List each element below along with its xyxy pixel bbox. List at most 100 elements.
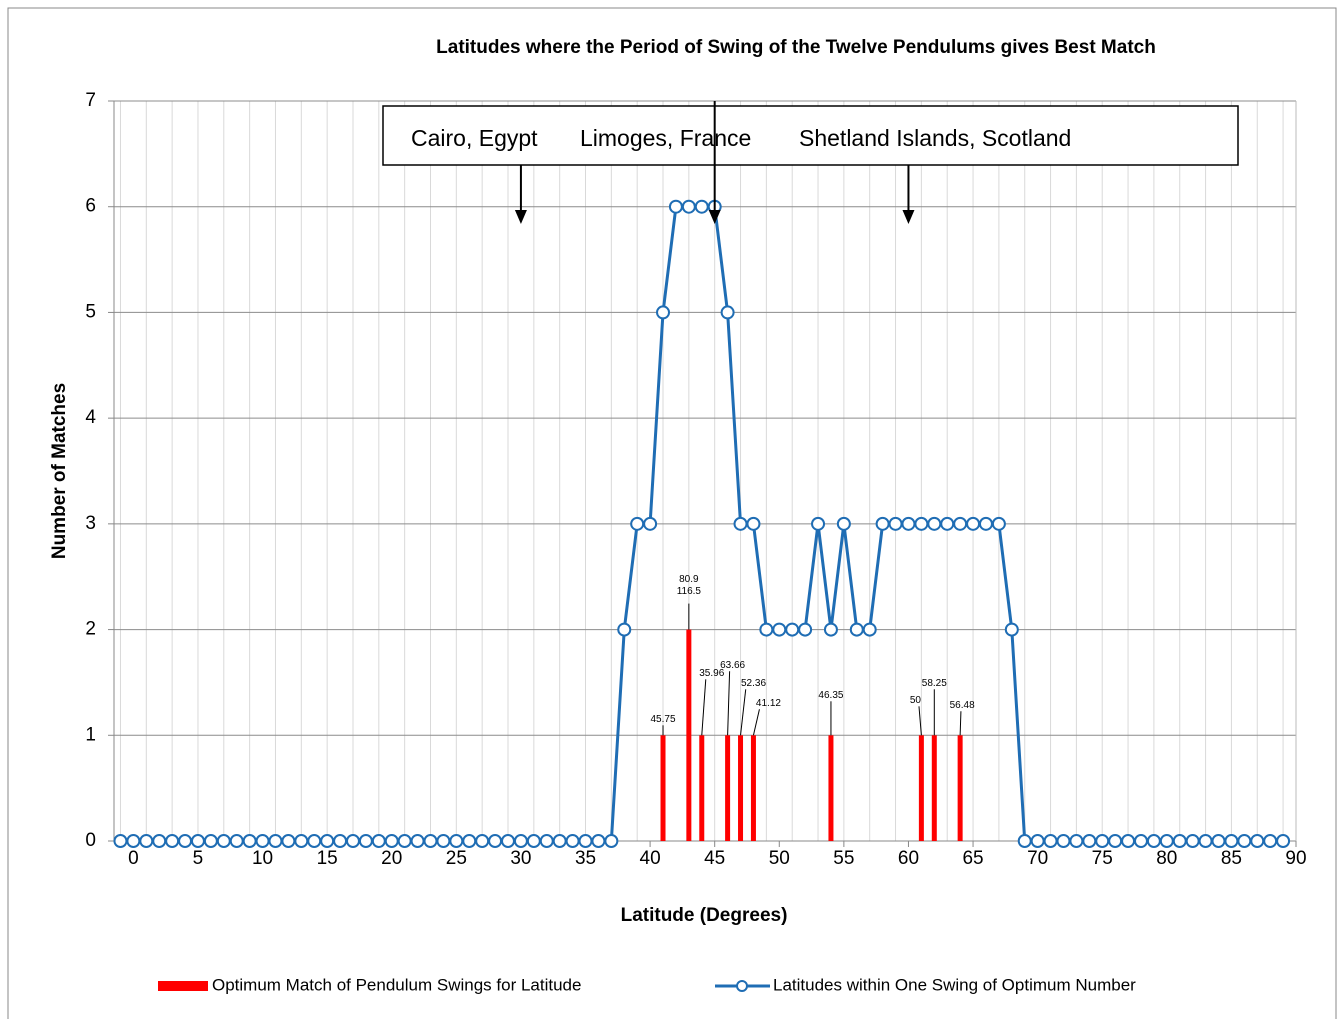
marker <box>604 834 619 848</box>
bar-label: 56.48 <box>950 700 975 711</box>
marker <box>914 516 929 531</box>
marker <box>410 834 425 848</box>
marker <box>397 834 412 848</box>
marker <box>345 834 360 848</box>
legend-swatch <box>158 981 208 991</box>
marker <box>358 834 373 848</box>
marker <box>139 834 154 848</box>
annotation-text: Shetland Islands, Scotland <box>799 125 1071 151</box>
marker <box>384 834 399 848</box>
bar <box>699 735 705 841</box>
y-tick-label: 7 <box>85 90 96 111</box>
bar <box>918 735 924 841</box>
marker <box>1211 834 1226 848</box>
label-leader <box>701 679 707 736</box>
x-tick-label: 60 <box>898 848 919 869</box>
x-tick-label: 45 <box>704 848 725 869</box>
marker <box>178 834 193 848</box>
marker <box>462 834 477 848</box>
arrow-head <box>708 210 721 224</box>
marker <box>436 834 451 848</box>
marker <box>255 834 270 848</box>
bar-label: 45.75 <box>651 714 676 725</box>
marker <box>565 834 580 848</box>
marker <box>1004 622 1019 637</box>
x-tick-label: 10 <box>252 848 273 869</box>
bar <box>957 735 963 841</box>
marker <box>165 834 180 848</box>
marker <box>940 516 955 531</box>
marker <box>1082 834 1097 848</box>
marker <box>888 516 903 531</box>
marker <box>733 516 748 531</box>
marker <box>1030 834 1045 848</box>
label-leader <box>752 709 760 736</box>
annotation-text: Limoges, France <box>580 125 751 151</box>
marker <box>526 834 541 848</box>
y-tick-label: 5 <box>85 301 96 322</box>
y-tick-label: 1 <box>85 724 96 745</box>
marker <box>862 622 877 637</box>
marker <box>1095 834 1110 848</box>
marker <box>798 622 813 637</box>
x-tick-label: 35 <box>575 848 596 869</box>
marker <box>823 622 838 637</box>
bar-label: 41.12 <box>756 698 781 709</box>
marker <box>320 834 335 848</box>
x-tick-label: 65 <box>962 848 983 869</box>
x-tick-label: 25 <box>446 848 467 869</box>
label-leader <box>740 689 747 736</box>
marker <box>1224 834 1239 848</box>
marker <box>643 516 658 531</box>
marker <box>1108 834 1123 848</box>
x-tick-label: 55 <box>833 848 854 869</box>
marker <box>1198 834 1213 848</box>
marker <box>630 516 645 531</box>
marker <box>1043 834 1058 848</box>
bar-label: 63.66 <box>720 660 745 671</box>
chart-border <box>7 7 1337 1019</box>
marker <box>772 622 787 637</box>
annotation-text: Cairo, Egypt <box>411 125 538 151</box>
marker <box>759 622 774 637</box>
annotation-box <box>382 105 1239 166</box>
marker <box>617 622 632 637</box>
marker <box>811 516 826 531</box>
bar <box>686 629 692 841</box>
label-leader <box>727 671 731 736</box>
marker <box>901 516 916 531</box>
bar-label: 80.9 <box>679 574 699 585</box>
marker <box>966 516 981 531</box>
x-tick-label: 40 <box>640 848 661 869</box>
x-tick-label: 0 <box>128 848 139 869</box>
x-tick-label: 85 <box>1221 848 1242 869</box>
bar <box>828 735 834 841</box>
bar-label: 35.96 <box>699 668 724 679</box>
marker <box>126 834 141 848</box>
marker <box>836 516 851 531</box>
marker <box>1276 834 1291 848</box>
marker <box>681 199 696 214</box>
marker <box>1172 834 1187 848</box>
legend-label: Optimum Match of Pendulum Swings for Lat… <box>212 975 581 994</box>
chart-title: Latitudes where the Period of Swing of t… <box>436 37 1156 58</box>
marker <box>371 834 386 848</box>
y-tick-label: 4 <box>85 407 96 428</box>
x-tick-label: 90 <box>1285 848 1306 869</box>
marker <box>229 834 244 848</box>
marker <box>1237 834 1252 848</box>
y-tick-label: 0 <box>85 830 96 851</box>
marker <box>513 834 528 848</box>
marker <box>333 834 348 848</box>
label-leader <box>959 711 962 736</box>
y-axis-title: Number of Matches <box>49 383 70 559</box>
marker <box>720 305 735 320</box>
x-tick-label: 30 <box>510 848 531 869</box>
marker <box>113 834 128 848</box>
marker <box>1146 834 1161 848</box>
marker <box>216 834 231 848</box>
label-leader <box>918 706 922 736</box>
marker <box>1133 834 1148 848</box>
bar <box>931 735 937 841</box>
